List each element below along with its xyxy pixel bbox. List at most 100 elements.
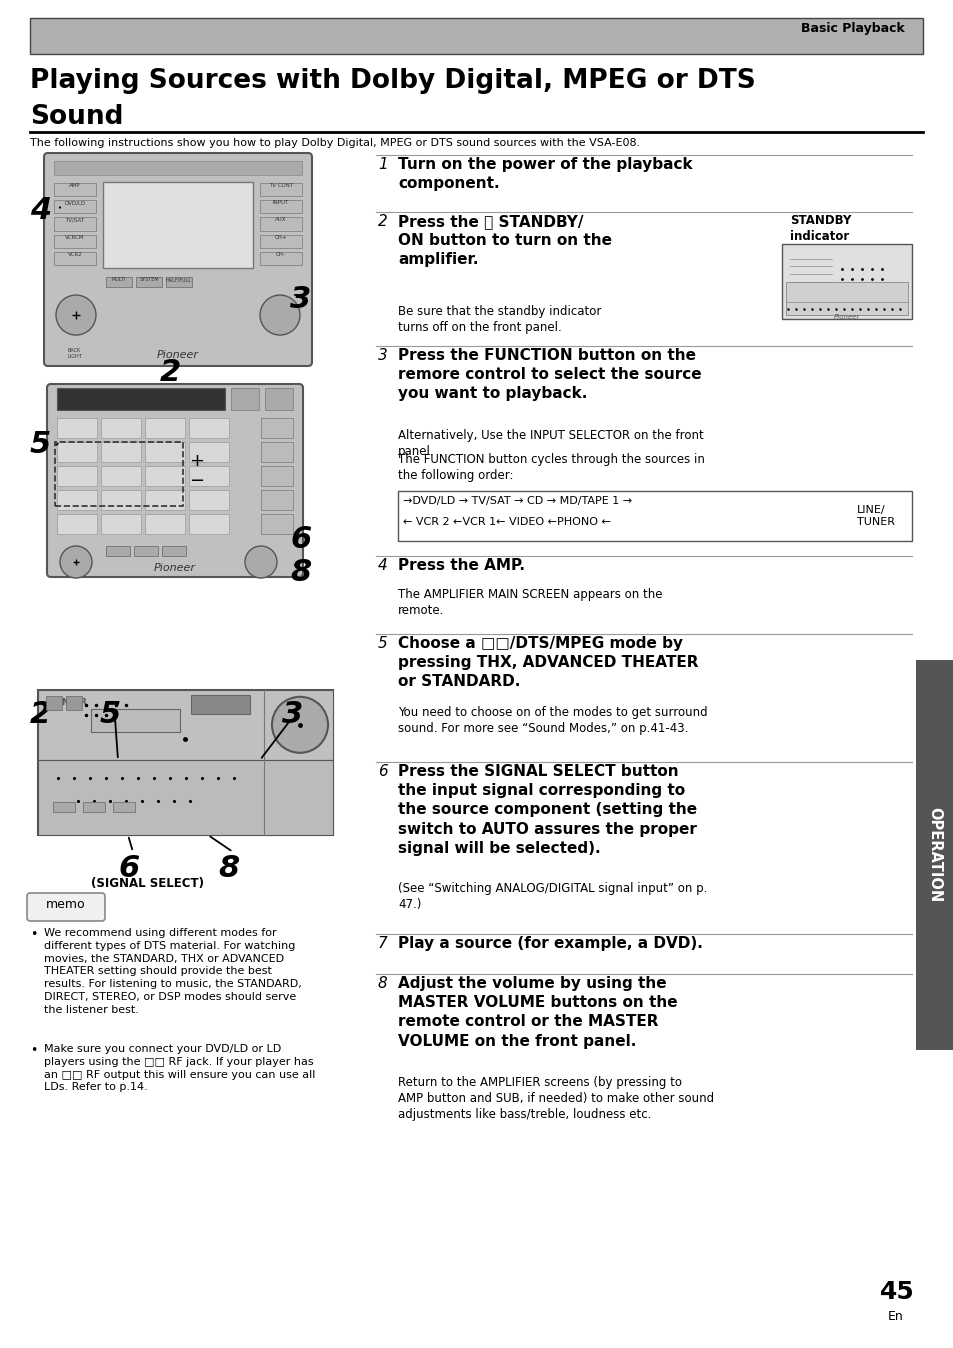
Bar bbox=[260, 183, 302, 197]
Circle shape bbox=[60, 546, 91, 578]
Bar bbox=[189, 418, 229, 438]
Bar bbox=[145, 442, 185, 462]
Text: Pioneer: Pioneer bbox=[157, 350, 199, 360]
Text: 2: 2 bbox=[377, 214, 387, 229]
Bar bbox=[192, 694, 250, 714]
Bar bbox=[101, 418, 141, 438]
Text: VCRCM: VCRCM bbox=[65, 235, 85, 240]
Bar bbox=[136, 278, 162, 287]
Bar bbox=[91, 709, 179, 732]
Text: Sound: Sound bbox=[30, 104, 123, 129]
Bar bbox=[189, 514, 229, 534]
Bar bbox=[38, 690, 333, 760]
Bar bbox=[38, 690, 333, 834]
Bar bbox=[133, 546, 158, 555]
Text: (See “Switching ANALOG/DIGITAL signal input” on p.
47.): (See “Switching ANALOG/DIGITAL signal in… bbox=[397, 882, 706, 911]
Text: Return to the AMPLIFIER screens (by pressing to
AMP button and SUB, if needed) t: Return to the AMPLIFIER screens (by pres… bbox=[397, 1076, 714, 1122]
Bar bbox=[101, 442, 141, 462]
Text: BACK
LIGHT: BACK LIGHT bbox=[68, 348, 83, 359]
Text: CH+: CH+ bbox=[274, 235, 287, 240]
Text: 5: 5 bbox=[377, 636, 387, 651]
Text: TV CONT: TV CONT bbox=[269, 183, 293, 187]
Text: The FUNCTION button cycles through the sources in
the following order:: The FUNCTION button cycles through the s… bbox=[397, 453, 704, 483]
Bar bbox=[54, 160, 302, 175]
Text: DVD/LD: DVD/LD bbox=[64, 201, 86, 205]
Text: −: − bbox=[189, 472, 204, 491]
Text: 6: 6 bbox=[377, 764, 387, 779]
Text: AMP: AMP bbox=[70, 183, 81, 187]
Text: Basic Playback: Basic Playback bbox=[801, 22, 904, 35]
Text: CH-: CH- bbox=[275, 252, 286, 257]
Text: STANDBY
indicator: STANDBY indicator bbox=[789, 214, 850, 243]
Text: VCR2: VCR2 bbox=[68, 252, 82, 257]
Bar bbox=[101, 491, 141, 510]
Bar bbox=[54, 252, 96, 266]
Bar bbox=[55, 442, 183, 506]
Text: Press the FUNCTION button on the
remore control to select the source
you want to: Press the FUNCTION button on the remore … bbox=[397, 348, 700, 402]
Bar bbox=[101, 514, 141, 534]
Text: (SIGNAL SELECT): (SIGNAL SELECT) bbox=[91, 878, 204, 890]
Bar bbox=[112, 802, 135, 813]
Bar bbox=[260, 252, 302, 266]
Text: 5: 5 bbox=[30, 430, 51, 460]
Bar bbox=[145, 466, 185, 487]
Bar bbox=[46, 696, 62, 710]
Bar bbox=[54, 183, 96, 197]
FancyBboxPatch shape bbox=[44, 154, 312, 367]
Text: Adjust the volume by using the
MASTER VOLUME buttons on the
remote control or th: Adjust the volume by using the MASTER VO… bbox=[397, 976, 677, 1049]
Text: TV/SAT: TV/SAT bbox=[66, 217, 85, 222]
Text: memo: memo bbox=[46, 898, 86, 911]
FancyBboxPatch shape bbox=[27, 892, 105, 921]
Text: +: + bbox=[189, 452, 204, 470]
Bar bbox=[231, 388, 258, 410]
Text: 2: 2 bbox=[160, 359, 181, 387]
Bar bbox=[260, 217, 302, 231]
Text: Press the ⏻ STANDBY/
ON button to turn on the
amplifier.: Press the ⏻ STANDBY/ ON button to turn o… bbox=[397, 214, 612, 267]
Text: 6: 6 bbox=[290, 524, 311, 554]
Text: 3: 3 bbox=[290, 284, 311, 314]
Text: 2: 2 bbox=[30, 700, 51, 729]
Text: Alternatively, Use the INPUT SELECTOR on the front
panel.: Alternatively, Use the INPUT SELECTOR on… bbox=[397, 429, 703, 458]
Bar bbox=[189, 466, 229, 487]
Bar bbox=[30, 18, 923, 54]
Circle shape bbox=[56, 295, 96, 336]
Text: We recommend using different modes for
different types of DTS material. For watc: We recommend using different modes for d… bbox=[44, 927, 301, 1015]
Bar bbox=[53, 802, 75, 813]
Text: •: • bbox=[30, 927, 37, 941]
Text: HALF/FULL: HALF/FULL bbox=[166, 278, 192, 282]
Circle shape bbox=[272, 697, 328, 752]
Bar bbox=[57, 388, 225, 410]
Text: Play a source (for example, a DVD).: Play a source (for example, a DVD). bbox=[397, 936, 702, 950]
Text: PIONEER: PIONEER bbox=[46, 698, 87, 706]
Text: INPUT: INPUT bbox=[273, 201, 289, 205]
Bar bbox=[781, 244, 911, 319]
Text: The AMPLIFIER MAIN SCREEN appears on the
remote.: The AMPLIFIER MAIN SCREEN appears on the… bbox=[397, 588, 661, 617]
Text: 8: 8 bbox=[377, 976, 387, 991]
Bar bbox=[260, 201, 302, 213]
Text: Pioneer: Pioneer bbox=[153, 563, 195, 573]
Bar bbox=[166, 278, 192, 287]
Bar bbox=[57, 418, 97, 438]
Text: 6: 6 bbox=[118, 855, 139, 883]
Text: Choose a □□/DTS/MPEG mode by
pressing THX, ADVANCED THEATER
or STANDARD.: Choose a □□/DTS/MPEG mode by pressing TH… bbox=[397, 636, 698, 689]
Bar bbox=[162, 546, 186, 555]
Text: Playing Sources with Dolby Digital, MPEG or DTS: Playing Sources with Dolby Digital, MPEG… bbox=[30, 67, 755, 94]
Text: 1: 1 bbox=[377, 156, 387, 173]
Bar bbox=[57, 442, 97, 462]
Bar bbox=[38, 760, 333, 834]
Bar bbox=[57, 466, 97, 487]
Text: AUX: AUX bbox=[275, 217, 287, 222]
Text: SYSTEM: SYSTEM bbox=[139, 278, 158, 282]
Text: You need to choose on of the modes to get surround
sound. For more see “Sound Mo: You need to choose on of the modes to ge… bbox=[397, 706, 707, 735]
Bar bbox=[57, 491, 97, 510]
Text: 7: 7 bbox=[377, 936, 387, 950]
Bar bbox=[145, 491, 185, 510]
Bar bbox=[261, 418, 293, 438]
Circle shape bbox=[260, 295, 299, 336]
Text: 45: 45 bbox=[879, 1281, 914, 1304]
Text: Make sure you connect your DVD/LD or LD
players using the □□ RF jack. If your pl: Make sure you connect your DVD/LD or LD … bbox=[44, 1043, 315, 1092]
Bar bbox=[915, 661, 953, 1050]
Text: •: • bbox=[30, 1043, 37, 1057]
Text: 3: 3 bbox=[282, 700, 303, 729]
Text: MULTI: MULTI bbox=[112, 278, 126, 282]
